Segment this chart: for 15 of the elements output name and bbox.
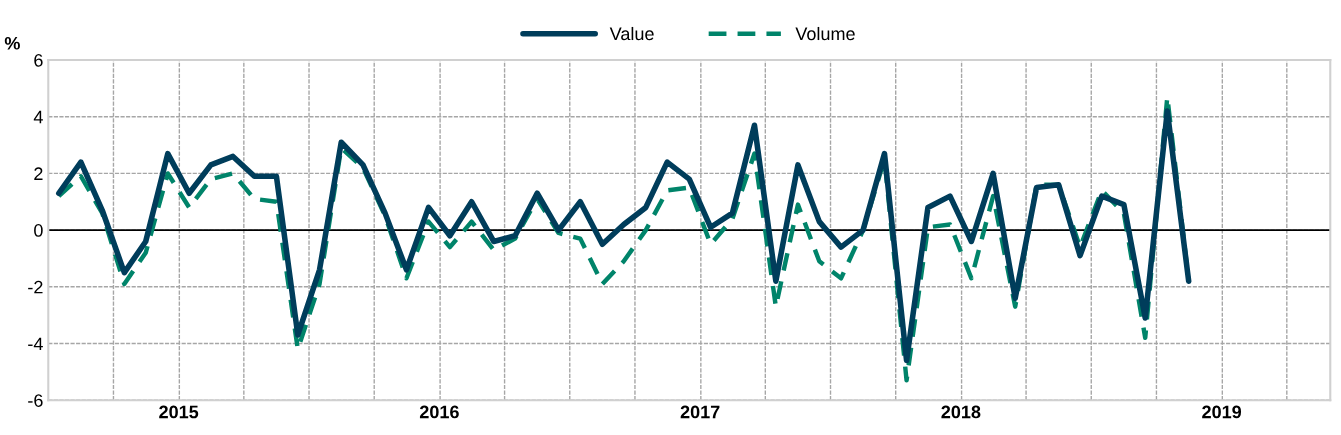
x-tick-label: 2015 [159,405,199,419]
legend-label: Value [609,26,654,41]
y-tick-label: 6 [34,53,43,67]
legend-label: Volume [795,26,855,41]
y-tick-label: -6 [28,394,43,407]
x-tick-label: 2017 [680,405,720,419]
x-tick-label: 2018 [941,405,981,419]
y-tick-label: -2 [28,280,43,294]
x-tick-label: 2016 [419,405,459,419]
y-tick-label: 0 [34,224,43,237]
y-tick-label: 4 [33,110,43,124]
y-tick-label: 2 [34,167,43,180]
y-tick-label: -4 [28,337,43,351]
x-tick-label: 2019 [1202,405,1242,419]
y-axis-title: % [4,36,20,50]
